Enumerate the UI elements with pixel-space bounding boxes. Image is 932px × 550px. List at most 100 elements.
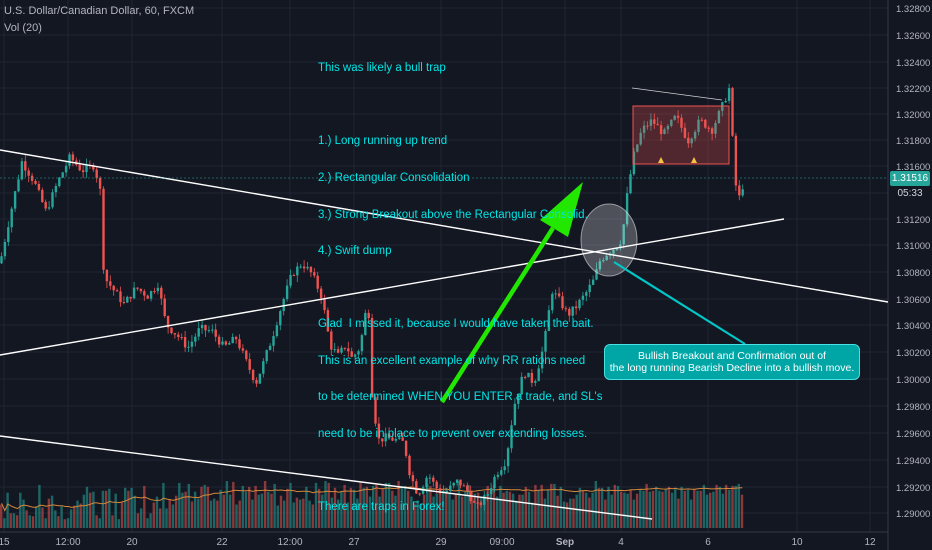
note-pointer-line — [631, 87, 723, 101]
candle-body — [398, 437, 401, 439]
candle-body — [486, 494, 489, 496]
volume-bar — [276, 505, 279, 528]
x-tick-label: 29 — [435, 537, 447, 548]
volume-bar — [655, 486, 658, 528]
volume-bar — [286, 488, 289, 528]
volume-bar — [349, 487, 353, 528]
breakout-ellipse[interactable] — [580, 203, 638, 277]
candle-body — [292, 275, 296, 276]
volume-bar — [340, 491, 343, 528]
volume-bar — [438, 488, 442, 528]
callout-pointer — [613, 261, 746, 345]
volume-bar — [696, 490, 699, 528]
volume-bar — [38, 484, 41, 528]
bull-arrow-shaft[interactable] — [440, 226, 555, 404]
volume-bar — [483, 494, 486, 528]
candle-body — [296, 266, 299, 276]
candle-body — [258, 373, 262, 384]
volume-bar — [63, 519, 66, 528]
candle-body — [622, 224, 625, 245]
volume-bar — [57, 516, 60, 528]
candle-body — [326, 310, 330, 332]
candle-body — [496, 474, 500, 477]
candle-body — [442, 491, 445, 493]
volume-bar — [480, 496, 483, 528]
volume-bar — [66, 518, 70, 528]
volume-bar — [260, 493, 264, 528]
volume-bar — [387, 482, 391, 528]
volume-bar — [136, 513, 140, 528]
candle-body — [323, 298, 326, 311]
volume-bar — [461, 496, 464, 528]
y-tick-label: 1.32600 — [896, 31, 930, 42]
candle-body — [200, 325, 204, 329]
candle-body — [136, 287, 139, 289]
volume-bar — [445, 487, 448, 528]
candle-body — [360, 335, 364, 352]
volume-bar — [263, 481, 267, 528]
volume-bar — [362, 487, 365, 528]
volume-bar — [531, 502, 534, 528]
volume-bar — [19, 492, 22, 528]
volume-bar — [108, 488, 111, 528]
y-tick-label: 1.32800 — [896, 4, 930, 15]
volume-bar — [92, 491, 95, 528]
candle-body — [228, 343, 231, 345]
candle-body — [493, 476, 496, 489]
candle-body — [449, 485, 452, 491]
candle-body — [710, 128, 714, 134]
volume-bar — [337, 499, 340, 528]
candle-body — [445, 491, 449, 492]
volume-bar — [594, 481, 597, 528]
candle-body — [282, 299, 285, 312]
candle-body — [653, 119, 656, 124]
breakout-callout[interactable]: Bullish Breakout and Confirmation out of… — [604, 344, 860, 380]
candle-body — [61, 172, 64, 178]
candle-body — [381, 438, 384, 442]
volume-bar — [670, 492, 674, 528]
volume-indicator-label[interactable]: Vol (20) — [4, 22, 42, 34]
note-line — [318, 99, 603, 111]
volume-bar — [356, 498, 359, 528]
volume-bar — [3, 518, 6, 528]
candle-body — [374, 397, 377, 424]
candle-body — [724, 100, 727, 103]
volume-bar — [575, 494, 578, 528]
candle-body — [245, 350, 248, 360]
bull-arrow-head[interactable] — [540, 182, 583, 237]
consolidation-rectangle[interactable] — [632, 105, 730, 165]
x-tick-label: 15 — [0, 537, 10, 548]
candle-body — [731, 88, 734, 136]
candle-body — [687, 137, 690, 144]
volume-bar — [85, 486, 89, 528]
volume-bar — [324, 481, 327, 528]
volume-bar — [155, 496, 159, 528]
volume-bar — [130, 487, 133, 528]
candle-body — [285, 285, 289, 299]
candle-body — [343, 347, 347, 349]
volume-bar — [521, 494, 524, 528]
volume-bar — [311, 504, 314, 528]
volume-bar — [429, 485, 432, 528]
volume-bar — [25, 510, 28, 528]
bearish-trendline[interactable] — [0, 149, 889, 303]
volume-bar — [470, 491, 473, 528]
volume-bar — [642, 490, 645, 528]
candle-body — [183, 337, 187, 348]
candle-body — [85, 164, 88, 173]
volume-bar — [28, 515, 31, 528]
candle-body — [602, 260, 605, 262]
candle-body — [132, 287, 136, 299]
candle-body — [574, 306, 578, 309]
volume-bar — [645, 483, 648, 528]
candle-body — [251, 369, 255, 380]
candle-body — [7, 227, 10, 242]
volume-bar — [476, 492, 480, 528]
support-trendline[interactable] — [0, 218, 785, 356]
lower-trendline[interactable] — [0, 435, 653, 520]
candle-body — [238, 339, 241, 349]
candle-body — [217, 336, 221, 345]
candle-body — [119, 291, 122, 303]
